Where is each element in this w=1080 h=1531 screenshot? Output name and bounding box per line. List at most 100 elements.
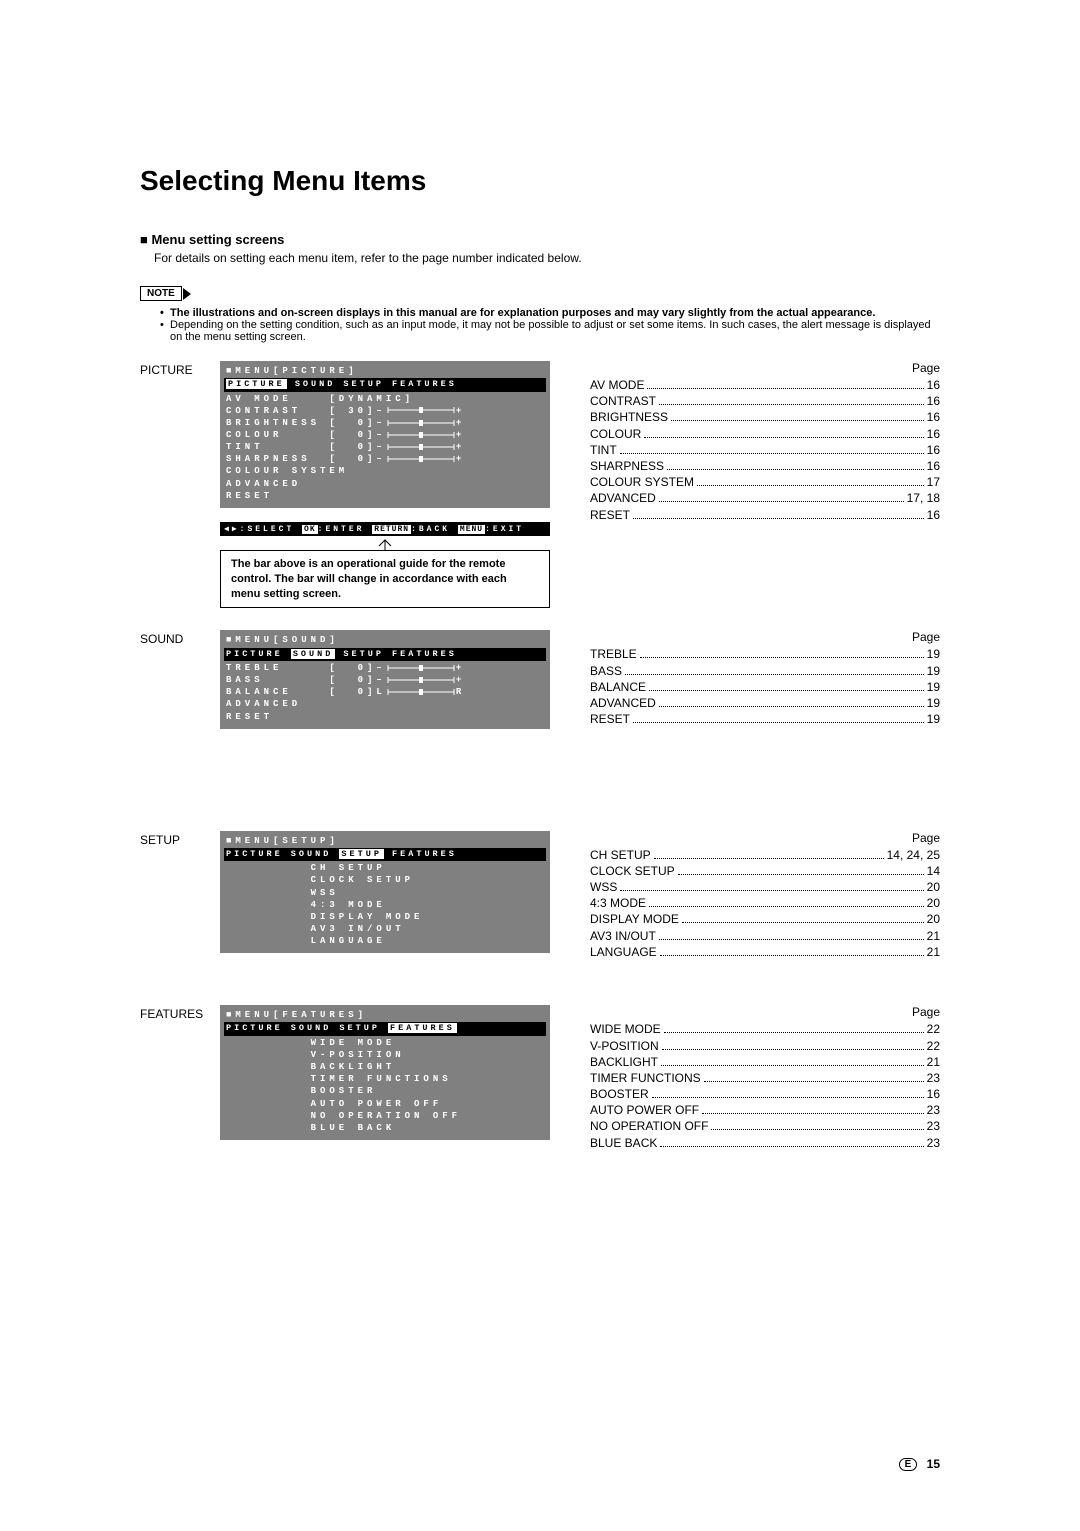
toc-page-label: Page (590, 361, 940, 375)
toc-dots (633, 712, 924, 723)
menu-section: PICTURE ■MENU[PICTURE] PICTURE SOUND SET… (140, 361, 940, 608)
menu-section: SOUND ■MENU[SOUND] PICTURE SOUND SETUP F… (140, 630, 940, 808)
toc-dots (682, 913, 924, 924)
toc-item-page: 21 (927, 1054, 940, 1070)
osd-column: ■MENU[SOUND] PICTURE SOUND SETUP FEATURE… (220, 630, 550, 808)
toc-item-name: 4:3 MODE (590, 895, 646, 911)
toc-row: SHARPNESS 16 (590, 458, 940, 474)
sections-container: PICTURE ■MENU[PICTURE] PICTURE SOUND SET… (140, 361, 940, 1151)
toc-dots (625, 664, 924, 675)
osd-row: LANGUAGE (226, 935, 544, 947)
osd-row: AV3 IN/OUT (226, 923, 544, 935)
toc-dots (660, 1136, 923, 1147)
osd-tabs: PICTURE SOUND SETUP FEATURES (224, 378, 546, 391)
toc-row: BLUE BACK 23 (590, 1135, 940, 1151)
note-item: Depending on the setting condition, such… (162, 319, 940, 343)
page-content: Selecting Menu Items Menu setting screen… (0, 0, 1080, 1151)
osd-screen: ■MENU[SOUND] PICTURE SOUND SETUP FEATURE… (220, 630, 550, 728)
slider-track (386, 664, 456, 672)
section-label: PICTURE (140, 361, 220, 377)
toc-item-name: WSS (590, 879, 617, 895)
toc-row: 4:3 MODE 20 (590, 895, 940, 911)
osd-row: ADVANCED (226, 478, 544, 490)
toc-column: Page TREBLE 19 BASS 19 BALANCE 19 ADVANC… (590, 630, 940, 727)
toc-dots (702, 1103, 924, 1114)
toc-item-name: BOOSTER (590, 1086, 649, 1102)
osd-row: CH SETUP (226, 862, 544, 874)
toc-dots (659, 929, 924, 940)
toc-item-name: BASS (590, 663, 622, 679)
osd-column: ■MENU[FEATURES] PICTURE SOUND SETUP FEAT… (220, 1005, 550, 1140)
toc-row: CH SETUP 14, 24, 25 (590, 847, 940, 863)
toc-item-page: 17, 18 (907, 490, 940, 506)
toc-row: COLOUR 16 (590, 426, 940, 442)
toc-item-name: TINT (590, 442, 617, 458)
osd-row: CONTRAST [ 30]– + (226, 405, 544, 417)
osd-row: WSS (226, 887, 544, 899)
toc-item-page: 16 (927, 507, 940, 523)
toc-dots (711, 1120, 923, 1131)
footer-page-number: 15 (927, 1457, 940, 1471)
slider-track (386, 688, 456, 696)
toc-item-page: 21 (927, 944, 940, 960)
osd-row: BALANCE [ 0]L R (226, 686, 544, 698)
toc-row: WSS 20 (590, 879, 940, 895)
toc-item-name: BALANCE (590, 679, 646, 695)
toc-item-name: LANGUAGE (590, 944, 657, 960)
toc-row: TREBLE 19 (590, 646, 940, 662)
toc-item-page: 16 (927, 458, 940, 474)
osd-row: WIDE MODE (226, 1037, 544, 1049)
osd-screen: ■MENU[PICTURE] PICTURE SOUND SETUP FEATU… (220, 361, 550, 508)
osd-row: RESET (226, 711, 544, 723)
toc-item-name: ADVANCED (590, 490, 656, 506)
osd-row: AUTO POWER OFF (226, 1098, 544, 1110)
toc-dots (620, 443, 924, 454)
toc-item-page: 17 (927, 474, 940, 490)
toc-row: COLOUR SYSTEM 17 (590, 474, 940, 490)
toc-item-name: BRIGHTNESS (590, 409, 668, 425)
toc-row: ADVANCED 17, 18 (590, 490, 940, 506)
slider-track (386, 676, 456, 684)
slider-track (386, 406, 456, 414)
footer-e: E (899, 1458, 918, 1471)
subheading: Menu setting screens (140, 232, 940, 247)
toc-row: CLOCK SETUP 14 (590, 863, 940, 879)
toc-item-page: 23 (927, 1070, 940, 1086)
toc-dots (659, 492, 904, 503)
toc-dots (667, 459, 924, 470)
toc-item-name: AV MODE (590, 377, 644, 393)
toc-column: Page WIDE MODE 22 V-POSITION 22 BACKLIGH… (590, 1005, 940, 1151)
toc-row: RESET 16 (590, 507, 940, 523)
toc-dots (654, 848, 884, 859)
osd-row: BASS [ 0]– + (226, 674, 544, 686)
toc-item-page: 23 (927, 1102, 940, 1118)
toc-column: Page CH SETUP 14, 24, 25 CLOCK SETUP 14 … (590, 831, 940, 960)
toc-dots (664, 1023, 924, 1034)
toc-row: WIDE MODE 22 (590, 1021, 940, 1037)
toc-dots (704, 1071, 924, 1082)
osd-screen: ■MENU[FEATURES] PICTURE SOUND SETUP FEAT… (220, 1005, 550, 1140)
menu-section: SETUP ■MENU[SETUP] PICTURE SOUND SETUP F… (140, 831, 940, 984)
toc-item-page: 19 (927, 695, 940, 711)
toc-dots (697, 475, 924, 486)
toc-row: BACKLIGHT 21 (590, 1054, 940, 1070)
osd-header: ■MENU[PICTURE] (226, 365, 544, 377)
osd-row: BRIGHTNESS [ 0]– + (226, 417, 544, 429)
osd-row: SHARPNESS [ 0]– + (226, 453, 544, 465)
osd-column: ■MENU[PICTURE] PICTURE SOUND SETUP FEATU… (220, 361, 550, 608)
toc-item-name: RESET (590, 711, 630, 727)
toc-item-name: CH SETUP (590, 847, 651, 863)
toc-item-name: CLOCK SETUP (590, 863, 675, 879)
page-footer: E 15 (899, 1457, 940, 1471)
toc-item-page: 23 (927, 1135, 940, 1151)
osd-tabs: PICTURE SOUND SETUP FEATURES (224, 848, 546, 861)
toc-dots (659, 696, 924, 707)
toc-item-page: 20 (927, 895, 940, 911)
toc-item-name: BLUE BACK (590, 1135, 657, 1151)
toc-item-name: TREBLE (590, 646, 637, 662)
osd-column: ■MENU[SETUP] PICTURE SOUND SETUP FEATURE… (220, 831, 550, 984)
toc-row: CONTRAST 16 (590, 393, 940, 409)
osd-row: TINT [ 0]– + (226, 441, 544, 453)
toc-item-page: 14, 24, 25 (887, 847, 940, 863)
osd-tabs: PICTURE SOUND SETUP FEATURES (224, 648, 546, 661)
